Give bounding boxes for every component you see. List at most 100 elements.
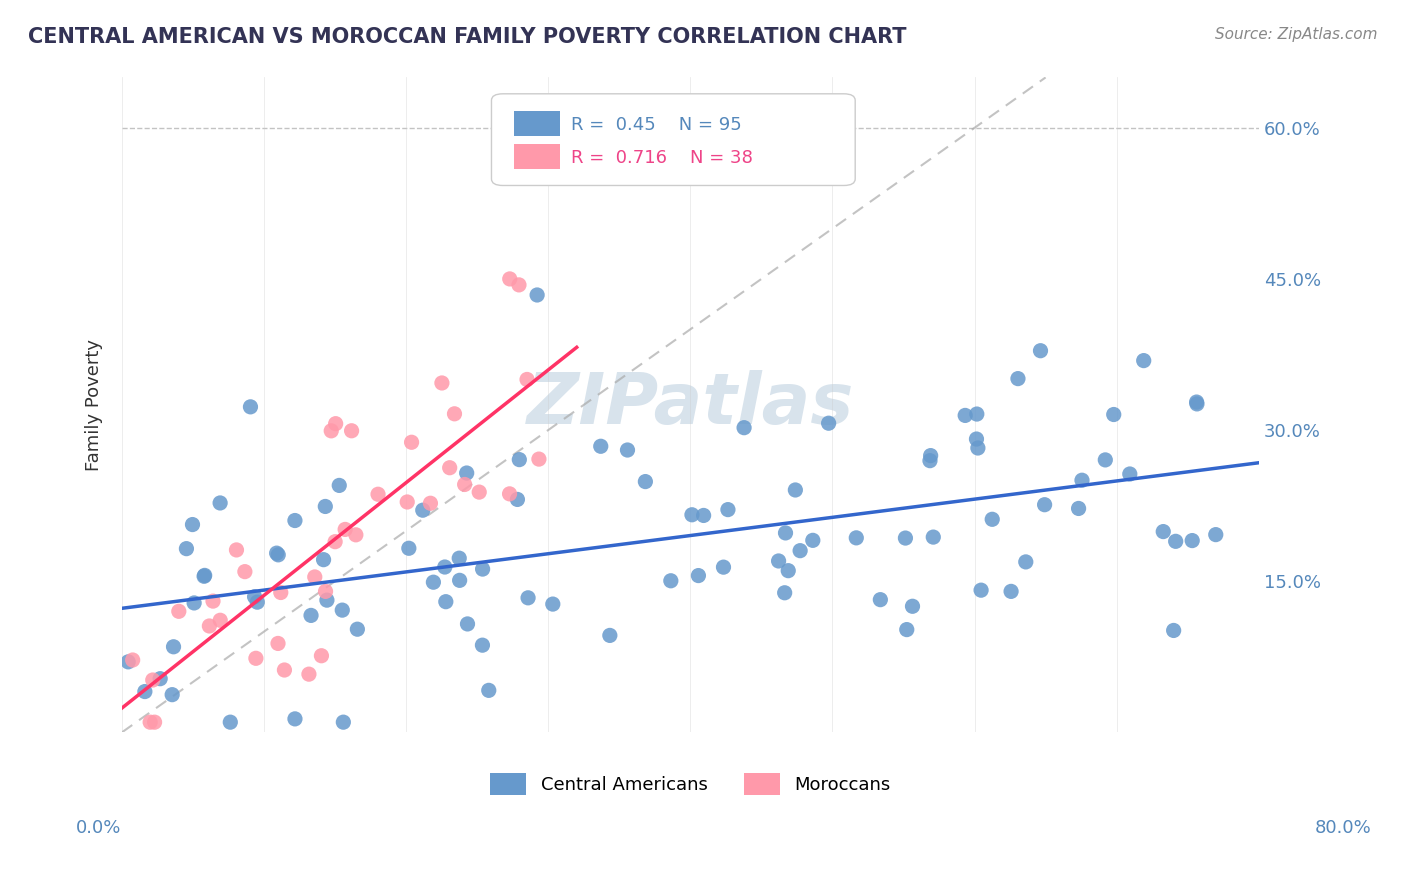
Moroccans: [298, 667, 321, 681]
Central Americans: [717, 502, 740, 516]
Moroccans: [419, 496, 441, 510]
Moroccans: [321, 424, 343, 438]
Moroccans: [225, 543, 247, 558]
Central Americans: [616, 443, 638, 458]
Legend: Central Americans, Moroccans: Central Americans, Moroccans: [484, 765, 898, 802]
Central Americans: [149, 672, 172, 686]
Central Americans: [773, 586, 796, 600]
Central Americans: [134, 684, 156, 698]
Central Americans: [966, 432, 988, 446]
Central Americans: [681, 508, 703, 522]
Central Americans: [1132, 353, 1154, 368]
Central Americans: [688, 568, 710, 582]
Central Americans: [1205, 527, 1227, 541]
Moroccans: [498, 487, 520, 501]
Central Americans: [433, 560, 456, 574]
Central Americans: [284, 514, 307, 528]
Central Americans: [456, 466, 478, 480]
Bar: [515, 112, 560, 136]
Central Americans: [981, 512, 1004, 526]
Moroccans: [267, 636, 290, 650]
Central Americans: [869, 592, 891, 607]
Central Americans: [1185, 395, 1208, 409]
Central Americans: [1094, 453, 1116, 467]
Moroccans: [198, 619, 221, 633]
Moroccans: [325, 417, 347, 431]
Central Americans: [471, 562, 494, 576]
Moroccans: [367, 487, 389, 501]
Central Americans: [160, 688, 183, 702]
Moroccans: [209, 613, 232, 627]
Central Americans: [183, 596, 205, 610]
Central Americans: [526, 288, 548, 302]
Central Americans: [967, 441, 990, 455]
Central Americans: [398, 541, 420, 556]
Central Americans: [434, 595, 457, 609]
Moroccans: [270, 585, 292, 599]
Central Americans: [659, 574, 682, 588]
Moroccans: [121, 653, 143, 667]
Central Americans: [896, 623, 918, 637]
Moroccans: [508, 277, 530, 292]
Central Americans: [176, 541, 198, 556]
Central Americans: [922, 530, 945, 544]
Text: R =  0.716    N = 38: R = 0.716 N = 38: [571, 149, 752, 167]
Central Americans: [1164, 534, 1187, 549]
Central Americans: [299, 608, 322, 623]
Moroccans: [499, 272, 522, 286]
Text: CENTRAL AMERICAN VS MOROCCAN FAMILY POVERTY CORRELATION CHART: CENTRAL AMERICAN VS MOROCCAN FAMILY POVE…: [28, 27, 907, 46]
Central Americans: [953, 409, 976, 423]
Central Americans: [901, 599, 924, 614]
Moroccans: [201, 594, 224, 608]
Moroccans: [139, 715, 162, 730]
Central Americans: [328, 478, 350, 492]
Central Americans: [314, 500, 336, 514]
Y-axis label: Family Poverty: Family Poverty: [86, 339, 103, 471]
Central Americans: [449, 551, 471, 566]
Moroccans: [143, 715, 166, 730]
Central Americans: [449, 574, 471, 588]
Central Americans: [209, 496, 232, 510]
Central Americans: [316, 593, 339, 607]
Central Americans: [778, 564, 800, 578]
Moroccans: [245, 651, 267, 665]
Central Americans: [332, 715, 354, 730]
Central Americans: [1181, 533, 1204, 548]
Text: 80.0%: 80.0%: [1315, 819, 1371, 837]
Central Americans: [1152, 524, 1174, 539]
Central Americans: [312, 552, 335, 566]
Central Americans: [246, 595, 269, 609]
Moroccans: [315, 584, 337, 599]
Moroccans: [233, 565, 256, 579]
Bar: [515, 145, 560, 169]
Moroccans: [396, 495, 419, 509]
Moroccans: [527, 452, 550, 467]
Central Americans: [713, 560, 735, 574]
Central Americans: [508, 452, 530, 467]
Central Americans: [785, 483, 807, 497]
Central Americans: [117, 655, 139, 669]
Central Americans: [775, 525, 797, 540]
Central Americans: [457, 616, 479, 631]
Moroccans: [453, 477, 475, 491]
Moroccans: [311, 648, 333, 663]
Central Americans: [267, 548, 290, 562]
Central Americans: [817, 416, 839, 430]
Central Americans: [162, 640, 184, 654]
Central Americans: [1102, 408, 1125, 422]
Central Americans: [1029, 343, 1052, 358]
Central Americans: [517, 591, 540, 605]
Moroccans: [142, 673, 165, 687]
Central Americans: [1000, 584, 1022, 599]
Moroccans: [439, 460, 461, 475]
Moroccans: [323, 534, 346, 549]
Central Americans: [541, 597, 564, 611]
Central Americans: [1067, 501, 1090, 516]
Central Americans: [193, 569, 215, 583]
Moroccans: [167, 604, 190, 618]
Central Americans: [506, 492, 529, 507]
FancyBboxPatch shape: [492, 94, 855, 186]
Central Americans: [801, 533, 824, 548]
Central Americans: [692, 508, 714, 523]
Central Americans: [478, 683, 501, 698]
